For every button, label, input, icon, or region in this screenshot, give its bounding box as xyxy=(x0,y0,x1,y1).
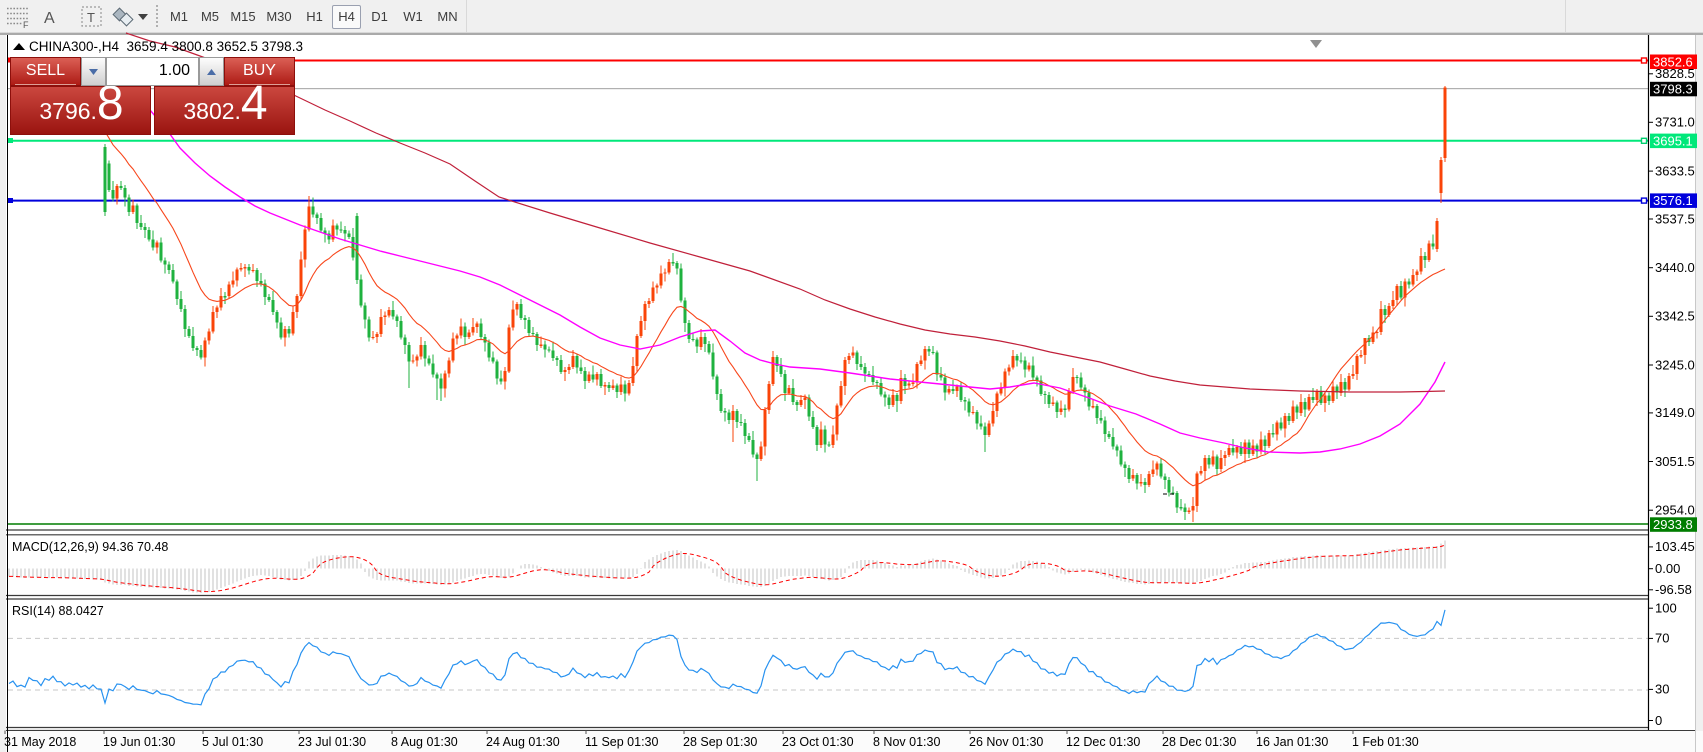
svg-text:3537.5: 3537.5 xyxy=(1655,211,1695,226)
svg-text:28 Dec 01:30: 28 Dec 01:30 xyxy=(1162,735,1236,749)
svg-text:103.45: 103.45 xyxy=(1655,539,1695,554)
svg-text:0: 0 xyxy=(1655,713,1662,728)
svg-text:3440.0: 3440.0 xyxy=(1655,260,1695,275)
svg-text:-96.58: -96.58 xyxy=(1655,582,1692,597)
svg-text:30: 30 xyxy=(1655,682,1669,697)
svg-text:3798.3: 3798.3 xyxy=(1653,82,1693,97)
svg-text:8 Aug 01:30: 8 Aug 01:30 xyxy=(391,735,458,749)
svg-text:CHINA300-,H4 3659.4 3800.8 36: CHINA300-,H4 3659.4 3800.8 3652.5 3798.3 xyxy=(29,39,303,54)
svg-text:3342.5: 3342.5 xyxy=(1655,309,1695,324)
svg-text:3731.0: 3731.0 xyxy=(1655,115,1695,130)
svg-text:3695.1: 3695.1 xyxy=(1653,133,1693,148)
svg-text:28 Sep 01:30: 28 Sep 01:30 xyxy=(683,735,757,749)
svg-text:5 Jul 01:30: 5 Jul 01:30 xyxy=(202,735,263,749)
svg-text:8 Nov 01:30: 8 Nov 01:30 xyxy=(873,735,940,749)
svg-text:3828.5: 3828.5 xyxy=(1655,66,1695,81)
svg-text:RSI(14) 88.0427: RSI(14) 88.0427 xyxy=(12,604,104,618)
svg-text:A: A xyxy=(44,10,55,27)
svg-text:100: 100 xyxy=(1655,601,1677,616)
svg-text:3852.6: 3852.6 xyxy=(1653,54,1693,69)
svg-text:19 Jun 01:30: 19 Jun 01:30 xyxy=(103,735,175,749)
svg-text:3633.5: 3633.5 xyxy=(1655,163,1695,178)
svg-text:3051.5: 3051.5 xyxy=(1655,454,1695,469)
svg-text:1 Feb 01:30: 1 Feb 01:30 xyxy=(1352,735,1419,749)
svg-text:MACD(12,26,9) 94.36 70.48: MACD(12,26,9) 94.36 70.48 xyxy=(12,540,168,554)
svg-text:0.00: 0.00 xyxy=(1655,561,1680,576)
svg-text:3245.0: 3245.0 xyxy=(1655,357,1695,372)
svg-text:23 Oct 01:30: 23 Oct 01:30 xyxy=(782,735,854,749)
svg-text:24 Aug 01:30: 24 Aug 01:30 xyxy=(486,735,560,749)
svg-text:23 Jul 01:30: 23 Jul 01:30 xyxy=(298,735,366,749)
svg-text:T: T xyxy=(87,10,95,25)
svg-text:3576.1: 3576.1 xyxy=(1653,193,1693,208)
svg-text:70: 70 xyxy=(1655,631,1669,646)
svg-text:11 Sep 01:30: 11 Sep 01:30 xyxy=(585,735,658,749)
svg-text:16 Jan 01:30: 16 Jan 01:30 xyxy=(1256,735,1328,749)
svg-text:F: F xyxy=(23,20,29,30)
svg-text:2954.0: 2954.0 xyxy=(1655,503,1695,518)
svg-text:3149.0: 3149.0 xyxy=(1655,405,1695,420)
svg-text:31 May 2018: 31 May 2018 xyxy=(4,735,76,749)
svg-text:12 Dec 01:30: 12 Dec 01:30 xyxy=(1066,735,1140,749)
svg-text:26 Nov 01:30: 26 Nov 01:30 xyxy=(969,735,1043,749)
svg-text:2933.8: 2933.8 xyxy=(1653,517,1693,532)
